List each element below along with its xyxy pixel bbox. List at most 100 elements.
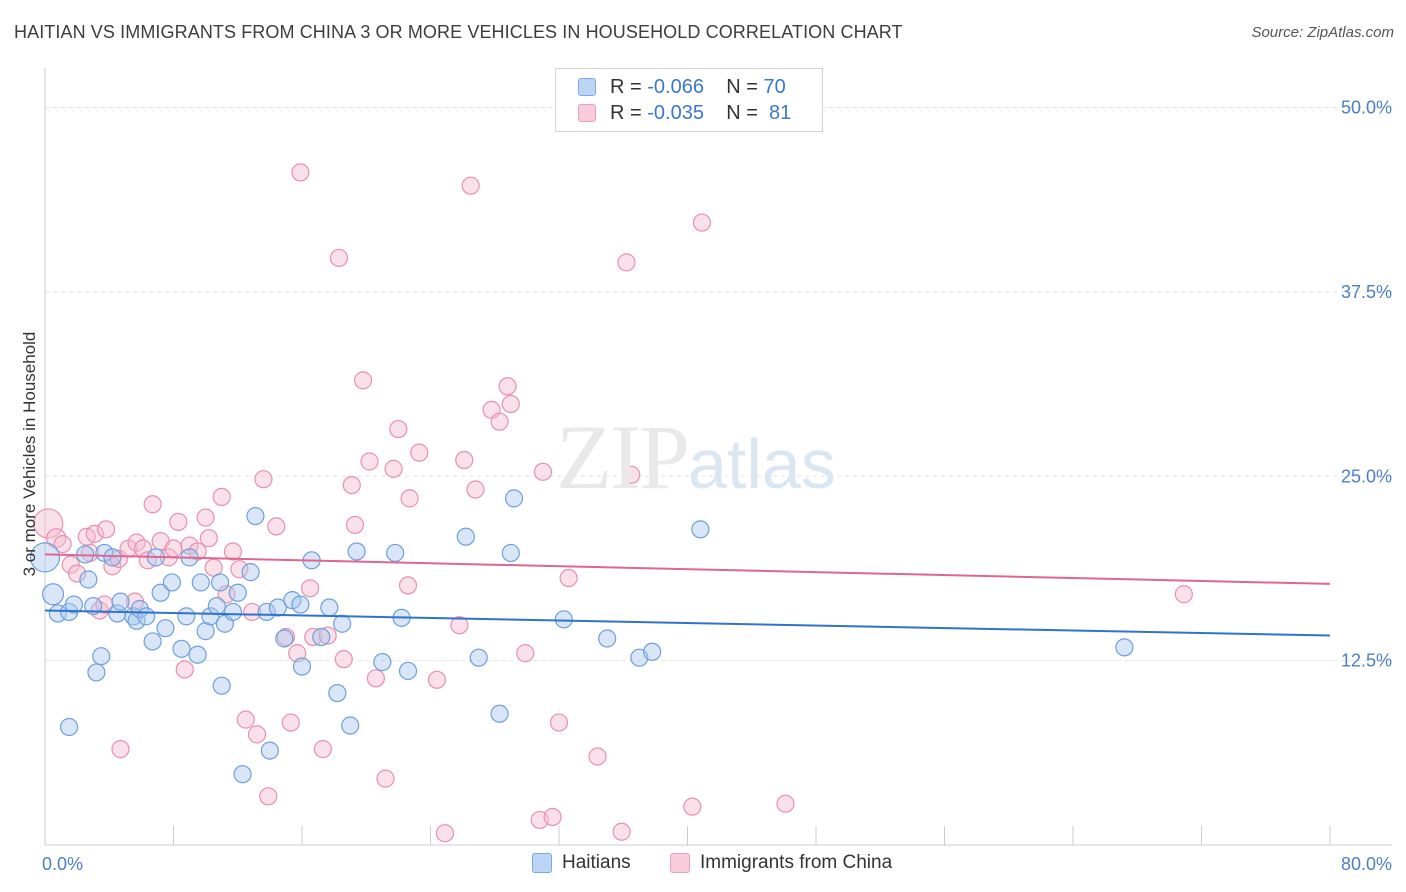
legend-swatch-pink xyxy=(670,853,690,873)
haitian-point xyxy=(201,607,220,626)
china-point xyxy=(360,452,379,471)
haitian-point xyxy=(162,573,181,592)
haitian-point xyxy=(92,647,111,666)
china-point xyxy=(501,394,520,414)
china-point xyxy=(199,529,218,548)
haitian-point xyxy=(456,527,475,546)
china-point xyxy=(291,163,310,182)
legend-r-label: R = xyxy=(610,101,648,124)
china-point xyxy=(196,508,215,527)
haitian-point xyxy=(275,629,294,648)
haitian-point xyxy=(386,543,405,563)
china-point xyxy=(692,213,712,232)
y-tick-label: 25.0% xyxy=(1341,466,1392,486)
y-tick-label: 12.5% xyxy=(1341,651,1392,671)
china-point xyxy=(254,470,273,489)
china-point xyxy=(398,576,418,595)
x-tick-label-min: 0.0% xyxy=(42,854,83,874)
haitian-point xyxy=(320,598,339,617)
haitian-point xyxy=(598,629,617,648)
haitian-point xyxy=(223,602,243,622)
haitian-point xyxy=(501,543,520,563)
china-point xyxy=(33,508,64,539)
watermark-atlas: atlas xyxy=(688,425,836,503)
tick-labels: 12.5% 25.0% 37.5% 50.0% 0.0% 80.0% xyxy=(42,98,1392,875)
legend-swatch-blue xyxy=(532,853,552,873)
haitian-point xyxy=(398,661,418,681)
series-legend: Haitians Immigrants from China xyxy=(0,852,1406,878)
legend-row-haitians: R = -0.066 N = 70 xyxy=(578,75,786,99)
china-point xyxy=(461,176,480,195)
china-point xyxy=(389,419,408,439)
haitian-point xyxy=(41,583,65,606)
watermark-zip: ZIP xyxy=(556,406,690,508)
haitian-point xyxy=(156,619,175,638)
legend-n-value: 70 xyxy=(763,75,786,98)
y-tick-label: 50.0% xyxy=(1341,98,1392,118)
chart-title: HAITIAN VS IMMIGRANTS FROM CHINA 3 OR MO… xyxy=(14,22,903,42)
haitian-point xyxy=(241,563,260,582)
legend-n-value: 81 xyxy=(763,101,792,124)
legend-swatch-pink xyxy=(578,104,596,122)
china-point xyxy=(612,822,631,841)
legend-swatch-blue xyxy=(578,78,596,96)
china-point xyxy=(450,616,469,635)
china-point xyxy=(164,539,183,558)
haitian-point xyxy=(504,489,524,508)
source-label: Source: ZipAtlas.com xyxy=(1251,24,1394,41)
legend-item-haitians[interactable]: Haitians xyxy=(532,852,631,874)
china-point xyxy=(267,517,286,536)
china-point xyxy=(53,534,72,554)
china-point xyxy=(410,443,429,462)
china-point xyxy=(455,450,474,470)
watermark: ZIPatlas xyxy=(556,404,836,510)
haitian-point xyxy=(333,614,352,633)
haitian-point xyxy=(246,506,265,526)
legend-row-china: R = -0.035 N = 81 xyxy=(578,101,791,125)
china-point xyxy=(617,253,636,272)
haitian-point xyxy=(291,595,310,614)
haitian-point xyxy=(373,652,392,672)
haitian-point xyxy=(257,602,276,622)
stats-legend: R = -0.066 N = 70 R = -0.035 N = 81 xyxy=(555,68,823,132)
haitian-point xyxy=(207,596,226,616)
china-point xyxy=(683,797,702,816)
china-point xyxy=(533,462,553,481)
haitians-trend-line xyxy=(44,609,1331,637)
haitian-point xyxy=(233,765,252,784)
haitian-point xyxy=(137,607,156,626)
legend-r-value: -0.066 xyxy=(647,75,704,98)
haitian-point xyxy=(84,596,103,616)
china-point xyxy=(549,713,569,732)
china-point xyxy=(622,465,641,484)
china-point xyxy=(559,568,578,588)
y-axis-label: 3 or more Vehicles in Household xyxy=(20,331,39,577)
haitian-point xyxy=(312,627,331,647)
haitian-point xyxy=(103,548,122,567)
haitian-point xyxy=(188,645,207,664)
china-point xyxy=(223,542,243,561)
haitian-point xyxy=(151,583,170,602)
haitian-point xyxy=(228,583,247,602)
china-point xyxy=(345,515,365,535)
haitian-point xyxy=(196,622,215,641)
haitian-point xyxy=(490,704,509,723)
haitian-point xyxy=(64,595,84,614)
china-point xyxy=(175,660,194,679)
legend-item-china[interactable]: Immigrants from China xyxy=(670,852,892,874)
haitian-point xyxy=(347,542,366,561)
china-point xyxy=(543,807,562,827)
china-point xyxy=(498,377,517,396)
haitian-point xyxy=(260,741,279,760)
haitian-point xyxy=(554,610,573,629)
legend-r-value: -0.035 xyxy=(647,101,704,124)
haitian-point xyxy=(643,642,662,661)
china-point xyxy=(259,787,278,806)
haitian-point xyxy=(29,542,61,573)
haitian-point xyxy=(268,598,288,617)
haitian-point xyxy=(328,683,347,703)
legend-r-label: R = xyxy=(610,75,648,98)
china-point xyxy=(111,740,130,759)
china-point xyxy=(588,747,607,766)
haitian-point xyxy=(292,657,312,676)
